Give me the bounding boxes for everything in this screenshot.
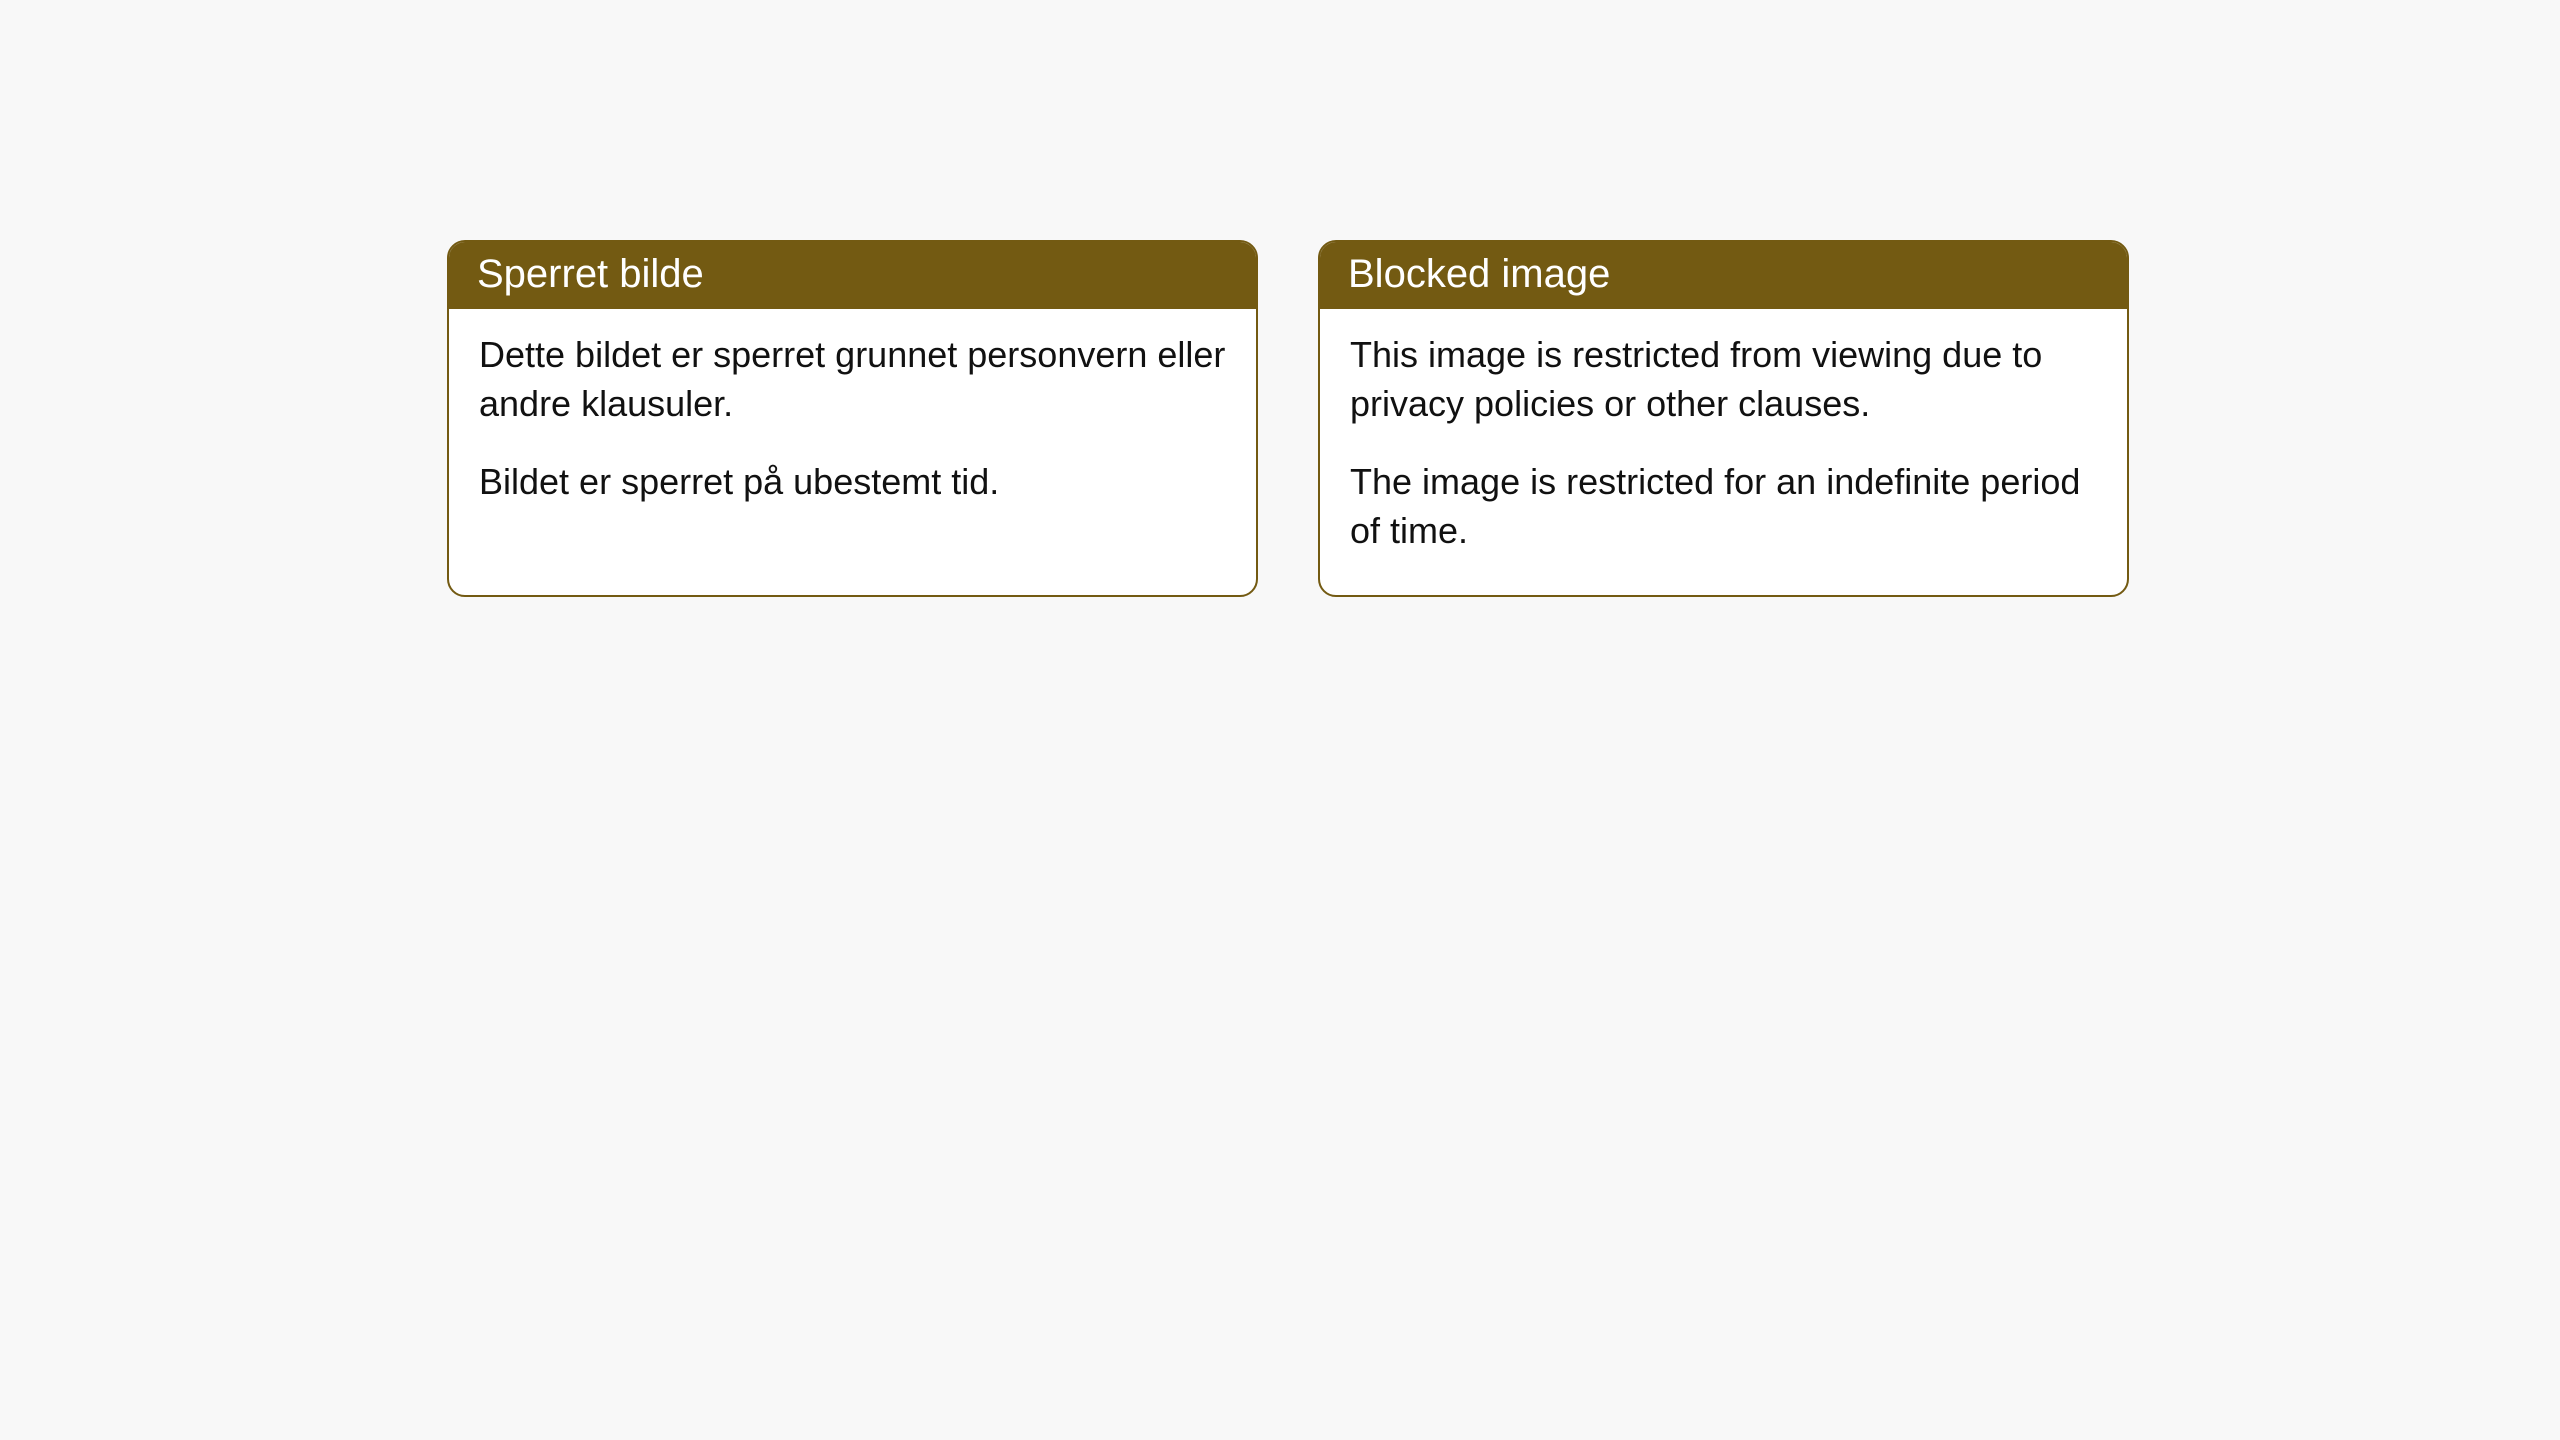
notice-container: Sperret bilde Dette bildet er sperret gr…	[447, 240, 2129, 597]
notice-card-norwegian: Sperret bilde Dette bildet er sperret gr…	[447, 240, 1258, 597]
notice-body: This image is restricted from viewing du…	[1320, 309, 2127, 595]
notice-body: Dette bildet er sperret grunnet personve…	[449, 309, 1256, 547]
notice-paragraph-2: Bildet er sperret på ubestemt tid.	[479, 458, 1226, 507]
notice-paragraph-2: The image is restricted for an indefinit…	[1350, 458, 2097, 555]
notice-card-english: Blocked image This image is restricted f…	[1318, 240, 2129, 597]
notice-header: Blocked image	[1320, 242, 2127, 309]
notice-paragraph-1: This image is restricted from viewing du…	[1350, 331, 2097, 428]
notice-paragraph-1: Dette bildet er sperret grunnet personve…	[479, 331, 1226, 428]
notice-header: Sperret bilde	[449, 242, 1256, 309]
